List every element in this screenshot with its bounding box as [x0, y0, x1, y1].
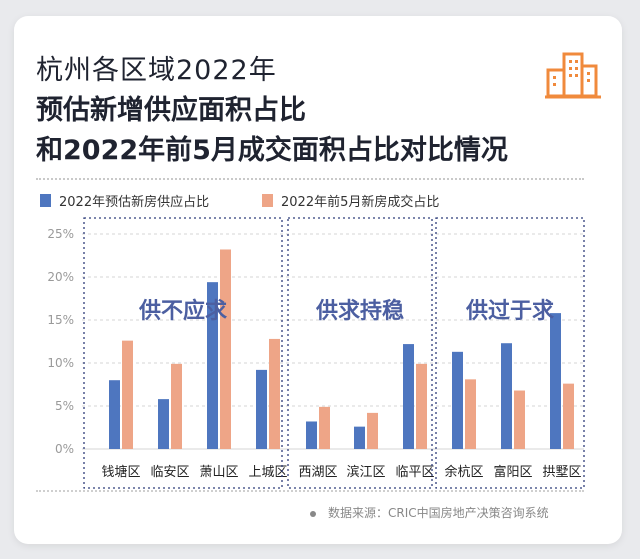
legend-item-supply: 2022年预估新房供应占比: [40, 190, 209, 210]
x-tick-label: 拱墅区: [542, 465, 581, 480]
bar-supply: [207, 282, 218, 449]
group-label: 供过于求: [465, 298, 554, 324]
bar-deal: [563, 383, 574, 449]
x-tick-label: 余杭区: [444, 464, 483, 480]
y-tick-label: 0%: [55, 442, 74, 456]
bar-deal: [171, 363, 182, 449]
bar-supply: [550, 313, 561, 449]
legend-swatch-deal: [262, 193, 273, 207]
x-tick-label: 富阳区: [493, 464, 532, 480]
bar-supply: [306, 421, 317, 449]
source-text: 数据来源：CRIC中国房地产决策咨询系统: [328, 506, 549, 520]
footer-divider: [36, 490, 584, 492]
y-tick-label: 25%: [47, 227, 74, 241]
bar-deal: [269, 338, 280, 449]
buildings-icon: [545, 52, 601, 99]
bar-deal: [122, 340, 133, 449]
y-tick-label: 5%: [55, 399, 74, 413]
legend-item-deal: 2022年前5月新房成交占比: [262, 190, 439, 210]
chart-title-line-2: 预估新增供应面积占比: [36, 95, 306, 126]
x-tick-label: 钱塘区: [101, 464, 140, 480]
bar-supply: [403, 344, 414, 449]
group-label: 供不应求: [138, 298, 227, 324]
x-tick-label: 临平区: [395, 465, 434, 480]
y-tick-label: 10%: [47, 356, 74, 370]
bar-deal: [416, 363, 427, 449]
bar-deal: [367, 412, 378, 449]
legend-label-deal: 2022年前5月新房成交占比: [281, 194, 440, 210]
bar-supply: [158, 399, 169, 449]
chart-title-line-3: 和2022年前5月成交面积占比对比情况: [36, 135, 508, 166]
data-source: 数据来源：CRIC中国房地产决策咨询系统: [310, 504, 549, 521]
x-tick-label: 萧山区: [199, 465, 238, 480]
title-divider: [36, 178, 584, 180]
group-box: [287, 217, 433, 489]
bar-deal: [319, 406, 330, 449]
bar-supply: [501, 343, 512, 449]
bar-supply: [452, 351, 463, 449]
bar-supply: [256, 369, 267, 449]
y-tick-label: 20%: [47, 270, 74, 284]
group-box: [435, 217, 585, 489]
x-tick-label: 滨江区: [346, 464, 385, 480]
legend-swatch-supply: [40, 193, 51, 207]
legend-label-supply: 2022年预估新房供应占比: [59, 194, 210, 210]
group-label: 供求持稳: [315, 298, 404, 324]
chart-card: [14, 16, 622, 544]
bar-supply: [354, 426, 365, 449]
bar-deal: [514, 390, 525, 449]
chart-title-line-1: 杭州各区域2022年: [36, 55, 277, 86]
bullet-icon: [310, 510, 316, 517]
x-tick-label: 上城区: [248, 465, 287, 480]
bar-supply: [109, 380, 120, 449]
y-tick-label: 15%: [47, 313, 74, 327]
x-tick-label: 临安区: [150, 465, 189, 480]
bar-deal: [465, 379, 476, 449]
group-box: [83, 217, 283, 489]
x-tick-label: 西湖区: [298, 465, 337, 480]
bar-deal: [220, 249, 231, 449]
